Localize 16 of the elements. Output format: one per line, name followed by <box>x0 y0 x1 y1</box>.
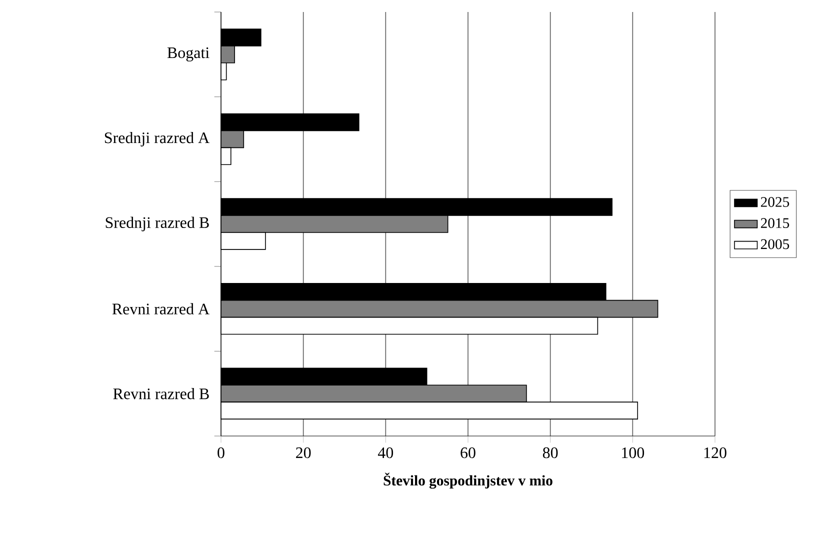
x-tick-label: 60 <box>460 447 476 458</box>
x-axis-title: Število gospodinjstev v mio <box>384 472 552 489</box>
y-tick-label: Revni razred A <box>112 303 210 314</box>
y-tick-label: Revni razred B <box>113 388 209 400</box>
x-tick-label: 80 <box>542 447 558 458</box>
x-tick-label: 120 <box>704 447 726 458</box>
legend-label: 2015 <box>760 218 790 228</box>
x-tick-label: 0 <box>218 447 224 458</box>
y-tick-label: Srednji razred B <box>106 216 209 232</box>
x-tick-label: 40 <box>378 447 394 458</box>
y-tick-label: Srednji razred A <box>104 132 210 146</box>
y-tick-label: Bogati <box>167 47 210 62</box>
legend-label: 2005 <box>760 239 790 250</box>
x-tick-label: 100 <box>622 447 644 458</box>
x-tick-label: 20 <box>296 447 311 458</box>
legend-label: 2025 <box>760 197 790 207</box>
